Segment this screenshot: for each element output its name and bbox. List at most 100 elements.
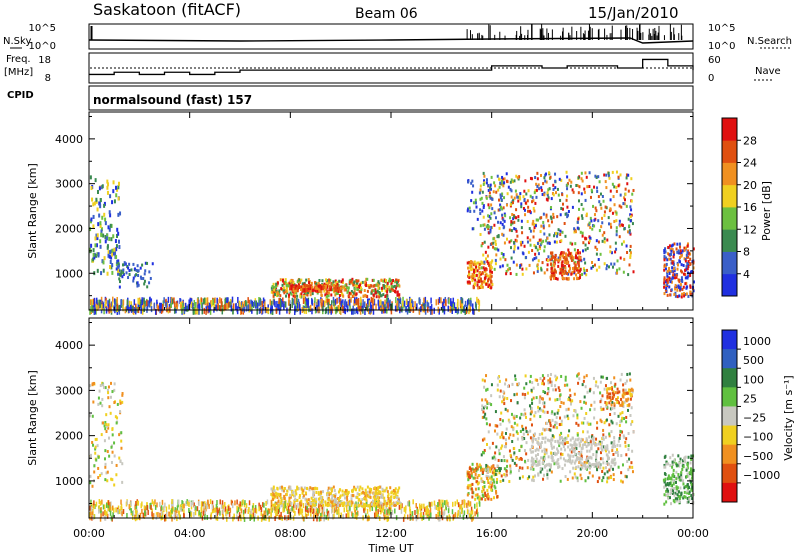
scatter-cell	[623, 240, 625, 243]
scatter-cell	[506, 172, 508, 175]
scatter-cell	[591, 261, 593, 264]
scatter-cell	[680, 283, 682, 286]
scatter-cell	[232, 503, 234, 508]
scatter-cell	[516, 196, 518, 199]
scatter-cell	[514, 374, 516, 377]
scatter-cell	[598, 241, 600, 244]
scatter-cell	[503, 436, 505, 439]
scatter-cell	[617, 259, 619, 262]
scatter-cell	[495, 191, 497, 194]
scatter-cell	[614, 250, 616, 253]
scatter-cell	[326, 503, 328, 506]
scatter-cell	[600, 203, 602, 206]
scatter-cell	[484, 498, 486, 501]
scatter-cell	[166, 506, 168, 511]
scatter-cell	[362, 491, 364, 494]
scatter-cell	[438, 517, 440, 522]
scatter-cell	[505, 272, 507, 275]
scatter-cell	[598, 200, 600, 203]
scatter-cell	[207, 297, 209, 303]
scatter-cell	[192, 500, 194, 505]
scatter-cell	[521, 467, 523, 470]
scatter-cell	[259, 300, 261, 306]
scatter-cell	[137, 281, 139, 284]
scatter-cell	[535, 256, 537, 259]
scatter-cell	[488, 430, 490, 433]
scatter-cell	[141, 264, 143, 267]
scatter-cell	[103, 213, 105, 217]
scatter-cell	[562, 270, 564, 273]
scatter-cell	[153, 501, 155, 506]
scatter-cell	[600, 457, 602, 460]
scatter-cell	[123, 509, 125, 514]
scatter-cell	[499, 227, 501, 230]
scatter-cell	[576, 416, 578, 419]
scatter-cell	[259, 308, 261, 314]
scatter-cell	[98, 214, 100, 218]
scatter-cell	[434, 501, 436, 506]
scatter-cell	[483, 386, 485, 389]
scatter-cell	[491, 475, 493, 478]
scatter-cell	[597, 447, 599, 450]
scatter-cell	[168, 512, 170, 517]
scatter-cell	[550, 206, 552, 209]
scatter-cell	[338, 280, 340, 283]
scatter-cell	[357, 279, 359, 282]
scatter-cell	[455, 512, 457, 517]
scatter-cell	[554, 269, 556, 272]
scatter-cell	[602, 476, 604, 479]
scatter-cell	[486, 178, 488, 181]
scatter-cell	[423, 298, 425, 304]
scatter-cell	[470, 265, 472, 268]
scatter-cell	[623, 258, 625, 261]
scatter-cell	[152, 499, 154, 504]
scatter-cell	[315, 287, 317, 290]
scatter-cell	[369, 488, 371, 491]
scatter-cell	[559, 178, 561, 181]
scatter-cell	[557, 188, 559, 191]
scatter-cell	[116, 228, 118, 232]
scatter-cell	[664, 276, 666, 279]
scatter-cell	[468, 273, 470, 276]
scatter-cell	[612, 266, 614, 269]
scatter-cell	[106, 236, 108, 240]
scatter-cell	[311, 286, 313, 289]
scatter-cell	[633, 430, 635, 433]
scatter-cell	[503, 196, 505, 199]
scatter-cell	[544, 180, 546, 183]
scatter-cell	[252, 514, 254, 519]
scatter-cell	[513, 451, 515, 454]
scatter-cell	[471, 483, 473, 486]
scatter-cell	[500, 480, 502, 483]
scatter-cell	[320, 501, 322, 504]
scatter-cell	[517, 176, 519, 179]
scatter-cell	[471, 279, 473, 282]
scatter-cell	[347, 306, 349, 312]
scatter-cell	[493, 224, 495, 227]
scatter-cell	[261, 507, 263, 512]
scatter-cell	[553, 263, 555, 266]
scatter-cell	[279, 515, 281, 520]
scatter-cell	[493, 478, 495, 481]
scatter-cell	[553, 256, 555, 259]
scatter-cell	[356, 285, 358, 288]
scatter-cell	[525, 256, 527, 259]
scatter-cell	[537, 270, 539, 273]
scatter-cell	[481, 266, 483, 269]
scatter-cell	[505, 438, 507, 441]
scatter-cell	[559, 398, 561, 401]
scatter-cell	[407, 501, 409, 506]
scatter-cell	[575, 230, 577, 233]
scatter-cell	[383, 497, 385, 500]
scatter-cell	[351, 489, 353, 492]
scatter-cell	[467, 209, 469, 212]
scatter-cell	[487, 493, 489, 496]
scatter-cell	[97, 467, 99, 470]
scatter-cell	[554, 399, 556, 402]
scatter-cell	[299, 502, 301, 505]
scatter-cell	[560, 401, 562, 404]
beam-title: Beam 06	[355, 6, 418, 22]
scatter-cell	[584, 261, 586, 264]
scatter-cell	[522, 195, 524, 198]
